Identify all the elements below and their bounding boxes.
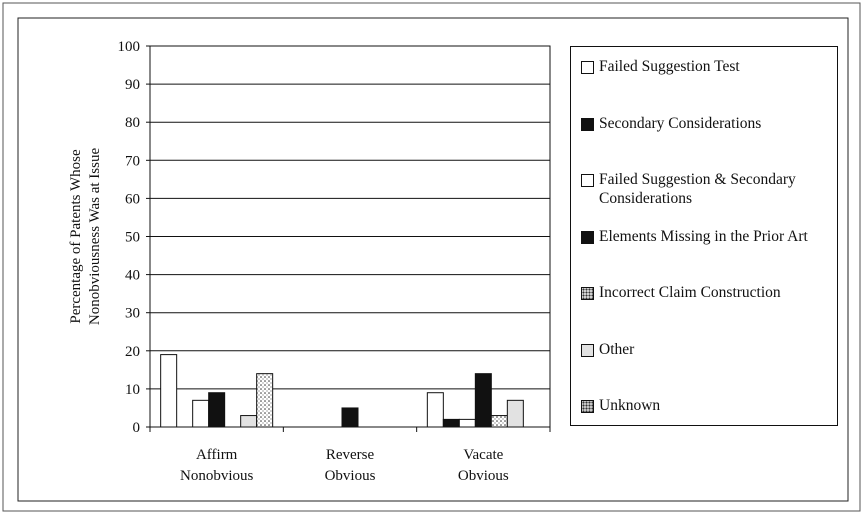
chart-frame bbox=[17, 17, 849, 502]
outer-frame bbox=[2, 2, 861, 512]
bar bbox=[442, 418, 460, 428]
bar bbox=[506, 399, 524, 428]
y-tick-label: 30 bbox=[125, 306, 140, 322]
legend-label: Elements Missing in the Prior Art bbox=[599, 227, 808, 245]
legend-swatch bbox=[581, 400, 594, 413]
y-tick-label: 80 bbox=[125, 115, 140, 131]
bar bbox=[426, 392, 444, 428]
legend-swatch bbox=[581, 117, 594, 131]
legend-swatch bbox=[581, 174, 594, 187]
y-tick-label: 20 bbox=[125, 344, 140, 360]
y-tick-label: 0 bbox=[133, 420, 141, 436]
y-axis-label: Percentage of Patents Whose Nonobviousnes… bbox=[68, 148, 103, 326]
legend-swatch bbox=[581, 61, 594, 74]
legend-swatch bbox=[581, 230, 594, 244]
x-tick-label: Obvious bbox=[458, 468, 509, 484]
bar bbox=[208, 392, 226, 428]
x-tick-label: Vacate bbox=[463, 447, 503, 463]
y-axis-label-line: Percentage of Patents Whose bbox=[68, 149, 84, 324]
legend-entry: Incorrect Claim Construction bbox=[581, 283, 831, 340]
legend-label: Failed Suggestion Test bbox=[599, 58, 740, 75]
y-tick-label: 100 bbox=[118, 39, 141, 55]
x-tick-label: Obvious bbox=[325, 468, 376, 484]
bar bbox=[192, 399, 210, 428]
legend-entry: Unknown bbox=[581, 396, 831, 453]
legend-label: Failed Suggestion & Secondary Considerat… bbox=[599, 171, 796, 207]
x-tick-label: Reverse bbox=[326, 447, 375, 463]
y-tick-label: 60 bbox=[125, 191, 140, 207]
bar bbox=[458, 418, 476, 428]
legend-entry: Failed Suggestion & Secondary Considerat… bbox=[581, 170, 831, 227]
x-tick-label: Nonobvious bbox=[180, 468, 254, 484]
y-axis-label-line: Nonobviousness Was at Issue bbox=[87, 148, 103, 326]
legend-entry: Secondary Considerations bbox=[581, 114, 831, 171]
x-tick-label: Affirm bbox=[196, 447, 238, 463]
bar bbox=[256, 373, 274, 428]
bar bbox=[474, 373, 492, 428]
legend-label: Secondary Considerations bbox=[599, 114, 762, 132]
bar bbox=[341, 407, 359, 428]
bar bbox=[490, 415, 508, 428]
y-tick-label: 50 bbox=[125, 230, 140, 246]
legend-entry: Other bbox=[581, 340, 831, 397]
y-tick-label: 40 bbox=[125, 268, 140, 284]
legend-swatch bbox=[581, 343, 594, 357]
bar bbox=[240, 415, 258, 428]
legend: Failed Suggestion Test Secondary Consider… bbox=[570, 46, 838, 426]
legend-entry: Failed Suggestion Test bbox=[581, 57, 831, 114]
legend-swatch bbox=[581, 287, 594, 300]
y-tick-label: 70 bbox=[125, 153, 140, 169]
legend-label: Other bbox=[599, 340, 635, 358]
bar bbox=[160, 354, 178, 428]
legend-label: Incorrect Claim Construction bbox=[599, 284, 781, 301]
y-tick-label: 10 bbox=[125, 382, 140, 398]
legend-entry: Elements Missing in the Prior Art bbox=[581, 227, 831, 284]
y-tick-label: 90 bbox=[125, 77, 140, 93]
legend-label: Unknown bbox=[599, 397, 661, 414]
